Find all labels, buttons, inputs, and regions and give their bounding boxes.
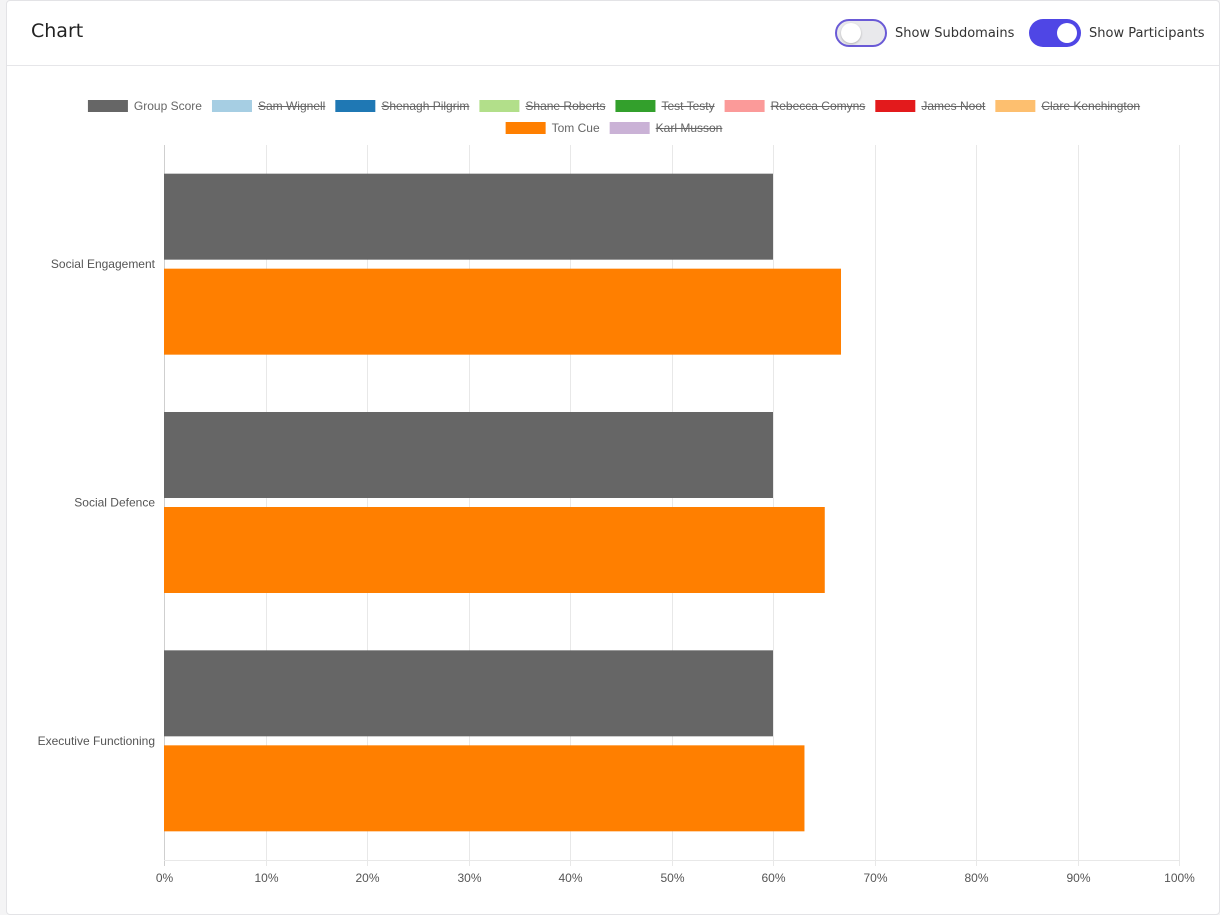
x-tick-label: 50% [660,871,684,885]
legend-swatch[interactable] [615,100,656,112]
x-tick-label: 90% [1066,871,1090,885]
category-label: Executive Functioning [38,734,155,748]
x-tick-label: 10% [254,871,278,885]
legend-swatch[interactable] [335,100,376,112]
card-header: Chart Show Subdomains Show Participants [7,1,1219,66]
category-label: Social Engagement [51,257,156,271]
bar-tom-cue [164,507,825,593]
legend-swatch[interactable] [724,100,765,112]
category-label: Social Defence [74,496,155,510]
toggle-knob [1057,23,1077,43]
legend-swatch[interactable] [479,100,520,112]
x-tick-label: 80% [964,871,988,885]
x-tick-label: 70% [863,871,887,885]
x-tick-label: 20% [355,871,379,885]
show-subdomains-toggle[interactable]: Show Subdomains [835,18,1014,48]
chart-card: Chart Show Subdomains Show Participants … [6,0,1220,915]
bar-group-score [164,173,773,260]
legend-swatch[interactable] [505,122,546,134]
legend-swatch[interactable] [609,122,650,134]
toggle-knob [841,23,861,43]
legend-swatch[interactable] [87,100,128,112]
x-tick-label: 40% [558,871,582,885]
legend-item-tom-cue[interactable]: Tom Cue [552,121,600,135]
legend-item-group-score[interactable]: Group Score [134,99,202,113]
legend-swatch[interactable] [211,100,252,112]
x-tick-label: 30% [457,871,481,885]
x-tick-label: 60% [761,871,785,885]
x-tick-label: 100% [1164,871,1195,885]
show-participants-toggle[interactable]: Show Participants [1029,18,1205,48]
legend-swatch[interactable] [875,100,916,112]
bar-chart: 0% 10% 20% 30% 40% 50% 60% 70% 80% 90% 100% Social … [38,99,1196,885]
toggle-track[interactable] [1029,19,1081,47]
bar-tom-cue [164,268,842,355]
bar-tom-cue [164,745,805,832]
page-title: Chart [31,20,84,42]
bar-group-score [164,650,773,737]
x-tick-label: 0% [156,871,174,885]
bar-group-score [164,412,773,498]
legend-swatch[interactable] [995,100,1036,112]
show-participants-label: Show Participants [1089,25,1205,41]
show-subdomains-label: Show Subdomains [895,25,1015,41]
toggle-track[interactable] [835,19,887,47]
